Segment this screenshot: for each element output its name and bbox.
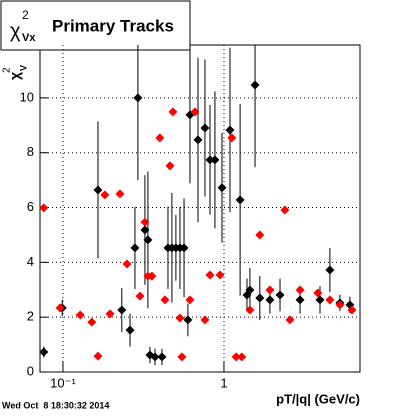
y-label-sub: V (18, 65, 28, 71)
marker (335, 300, 345, 310)
marker (190, 107, 200, 117)
marker (115, 189, 125, 199)
marker (235, 195, 245, 205)
marker (215, 270, 225, 280)
marker (217, 183, 227, 193)
marker (75, 310, 85, 320)
y-label: χ 2 V (2, 65, 29, 80)
marker (160, 295, 170, 305)
y-tick-label: 8 (27, 144, 34, 159)
marker (205, 270, 215, 280)
marker (155, 133, 165, 143)
marker (245, 285, 255, 295)
marker (255, 230, 265, 240)
marker (177, 352, 187, 362)
marker (255, 293, 265, 303)
marker (295, 295, 305, 305)
y-tick-label: 2 (27, 309, 34, 324)
marker (135, 291, 145, 301)
marker (231, 352, 241, 362)
marker (168, 107, 178, 117)
marker (157, 352, 167, 362)
marker (133, 93, 143, 103)
marker (313, 288, 323, 298)
marker (147, 271, 157, 281)
y-label-base: χ (7, 72, 23, 80)
marker (122, 259, 132, 269)
marker (150, 352, 160, 362)
marker (39, 347, 49, 357)
title-symbol-sup: 2 (22, 8, 29, 22)
marker (93, 351, 103, 361)
x-tick-label: 10⁻¹ (50, 375, 76, 390)
chart-title: Primary Tracks (52, 16, 174, 35)
marker (93, 185, 103, 195)
y-tick-label: 0 (27, 363, 34, 378)
marker (200, 123, 210, 133)
marker (179, 243, 189, 253)
marker (125, 325, 135, 335)
marker (225, 125, 235, 135)
y-label-sup: 2 (2, 67, 13, 73)
marker (325, 295, 335, 305)
marker (100, 190, 110, 200)
marker (285, 315, 295, 325)
marker (210, 155, 220, 165)
marker (347, 305, 357, 315)
y-tick-label: 10 (20, 89, 34, 104)
title-symbol: χ (10, 20, 21, 42)
marker (55, 303, 65, 313)
marker (280, 205, 290, 215)
marker (205, 155, 215, 165)
marker (295, 285, 305, 295)
marker (250, 80, 260, 90)
marker (105, 309, 115, 319)
marker (165, 161, 175, 171)
footer: Wed Oct 8 18:30:32 2014 (2, 400, 109, 410)
marker (39, 203, 49, 213)
marker (140, 217, 150, 227)
marker (185, 295, 195, 305)
marker (87, 317, 97, 327)
marker (227, 133, 237, 143)
title-box (0, 0, 191, 51)
y-tick-label: 4 (27, 254, 34, 269)
marker (265, 285, 275, 295)
marker (265, 295, 275, 305)
marker (237, 352, 247, 362)
marker (175, 313, 185, 323)
marker (117, 305, 127, 315)
x-label: pT/|q| (GeV/c) (276, 391, 360, 406)
marker (143, 235, 153, 245)
marker (245, 305, 255, 315)
title-symbol-sub: Vx (22, 32, 36, 44)
marker (183, 315, 193, 325)
marker (193, 135, 203, 145)
marker (140, 225, 150, 235)
marker (130, 243, 140, 253)
y-tick-label: 6 (27, 199, 34, 214)
marker (200, 315, 210, 325)
marker (315, 295, 325, 305)
x-tick-label: 1 (220, 375, 227, 390)
marker (325, 265, 335, 275)
marker (275, 290, 285, 300)
